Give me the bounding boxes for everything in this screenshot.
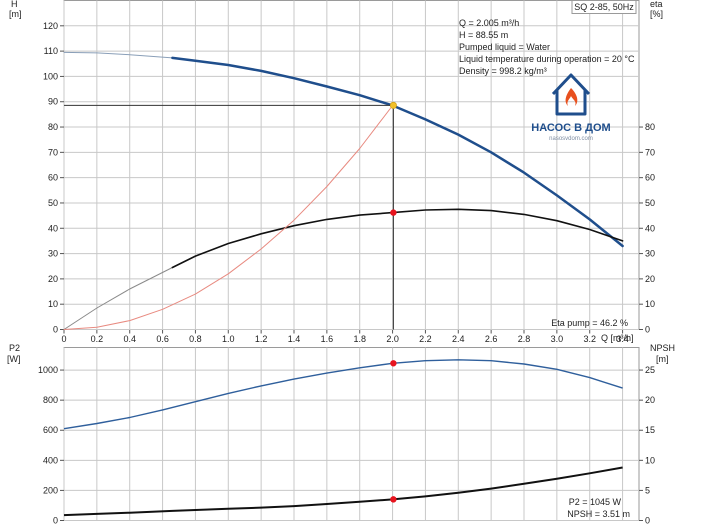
power-value-label: P2 = 1045 W (569, 497, 622, 507)
head-tick-label: 20 (48, 274, 58, 284)
top-panel-markers (64, 101, 397, 330)
operating-point-head (389, 101, 397, 109)
x-tick-label: 0 (61, 334, 66, 344)
p2-curve (63, 359, 623, 430)
title-box (571, 0, 637, 14)
power-tick-label: 200 (43, 485, 58, 495)
npsh-tick-label: 20 (645, 395, 655, 405)
eta-tick-label: 0 (645, 325, 650, 335)
npsh-tick-label: 0 (645, 516, 650, 526)
npsh-tick-label: 5 (645, 485, 650, 495)
x-tick-label: 0.2 (91, 334, 104, 344)
flame-icon (565, 88, 578, 106)
eta-tick-label: 20 (645, 274, 655, 284)
chart-title: SQ 2-85, 50Hz (574, 2, 634, 12)
top-panel-frame (63, 0, 640, 330)
x-tick-label: 1.4 (288, 334, 301, 344)
head-tick-label: 70 (48, 147, 58, 157)
head-tick-label: 120 (43, 21, 58, 31)
eta-thin-curve (63, 267, 173, 330)
eta-tick-label: 80 (645, 122, 655, 132)
x-tick-label: 1.8 (353, 334, 366, 344)
top-panel-curves (63, 51, 624, 330)
x-tick-label: 2.4 (452, 334, 465, 344)
x-tick-label: 0.8 (189, 334, 202, 344)
x-tick-label: 1.0 (222, 334, 235, 344)
head-thin-curve (63, 51, 173, 59)
top-panel-grid: 0 10 20 30 40 50 60 70 80 90 100 110 120 0 10 20 30 40 50 6… (43, 0, 655, 335)
info-line-flow: Q = 2.005 m³/h (459, 18, 519, 28)
head-tick-label: 50 (48, 198, 58, 208)
x-tick-label: 2.2 (419, 334, 432, 344)
npsh-value-label: NPSH = 3.51 m (567, 509, 630, 519)
eta-tick-label: 40 (645, 223, 655, 233)
eta-pump-label: Eta pump = 46.2 % (551, 318, 628, 328)
x-tick-label: 2.0 (386, 334, 399, 344)
bottom-panel-grid: 0 200 400 600 800 1000 0 5 10 15 20 25 (38, 347, 655, 526)
power-tick-label: 1000 (38, 365, 58, 375)
bottom-panel-markers (390, 360, 397, 503)
bottom-panel-curves (63, 359, 623, 517)
x-tick-label: 0.6 (156, 334, 169, 344)
eta-tick-label: 70 (645, 147, 655, 157)
eta-tick-label: 30 (645, 249, 655, 259)
head-tick-label: 90 (48, 97, 58, 107)
head-axis-label: H (11, 0, 18, 9)
x-tick-label: 2.8 (518, 334, 531, 344)
head-tick-label: 80 (48, 122, 58, 132)
npsh-curve (63, 466, 623, 517)
x-axis-label: Q [m³/h] (601, 333, 634, 343)
x-axis-ticks: 0 0.2 0.4 0.6 0.8 1.0 1.2 1.4 1.6 1.8 2.0 2.2 2.4 2.6… (61, 334, 628, 344)
operating-point-npsh (390, 496, 397, 503)
power-tick-label: 0 (53, 516, 58, 526)
head-tick-label: 110 (44, 46, 58, 56)
x-tick-label: 3.4 (616, 334, 629, 344)
power-tick-label: 800 (43, 395, 58, 405)
head-tick-label: 0 (53, 325, 58, 335)
operating-point-eta (390, 209, 397, 216)
bottom-panel-frame (63, 347, 640, 521)
head-tick-label: 40 (48, 223, 58, 233)
head-axis-unit: [m] (9, 9, 22, 19)
logo-site: nasosvdom.com (549, 136, 593, 142)
x-tick-label: 3.2 (583, 334, 596, 344)
npsh-tick-label: 25 (645, 365, 655, 375)
x-tick-label: 3.0 (551, 334, 564, 344)
info-line-head: H = 88.55 m (459, 30, 508, 40)
head-tick-label: 10 (48, 299, 58, 309)
house-icon (551, 73, 591, 116)
nasos-v-dom-logo: НАСОС В ДОМ nasosvdom.com (531, 73, 611, 142)
head-tick-label: 100 (43, 71, 58, 81)
system-curve-curve (63, 105, 394, 330)
power-tick-label: 400 (43, 455, 58, 465)
power-tick-label: 600 (43, 425, 58, 435)
x-tick-label: 1.2 (255, 334, 268, 344)
info-line-density: Density = 998.2 kg/m³ (459, 66, 547, 76)
head-tick-label: 60 (48, 173, 58, 183)
operating-point-p2 (390, 360, 397, 367)
eta-tick-label: 10 (645, 299, 655, 309)
eta-curve (171, 208, 624, 269)
logo-name: НАСОС В ДОМ (531, 122, 610, 134)
eta-axis-unit: [%] (650, 9, 663, 19)
npsh-tick-label: 15 (645, 425, 655, 435)
eta-axis-label: eta (650, 0, 663, 9)
power-axis-label: P2 (9, 343, 20, 353)
eta-tick-label: 60 (645, 173, 655, 183)
npsh-tick-label: 10 (645, 455, 655, 465)
npsh-axis-unit: [m] (656, 354, 669, 364)
info-line-liquid: Pumped liquid = Water (459, 42, 550, 52)
head-tick-label: 30 (48, 249, 58, 259)
power-axis-unit: [W] (7, 354, 21, 364)
npsh-axis-label: NPSH (650, 343, 675, 353)
x-tick-label: 2.6 (485, 334, 498, 344)
info-line-temperature: Liquid temperature during operation = 20… (459, 54, 635, 64)
x-tick-label: 1.6 (321, 334, 334, 344)
x-tick-label: 0.4 (123, 334, 136, 344)
eta-tick-label: 50 (645, 198, 655, 208)
